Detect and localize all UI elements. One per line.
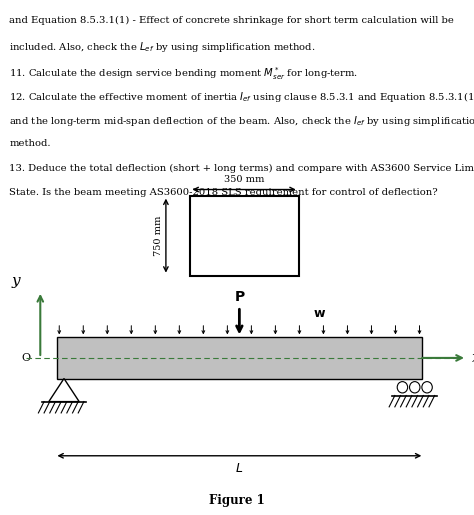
Text: method.: method. <box>9 139 51 148</box>
Text: 11. Calculate the design service bending moment $M^*_{ser}$ for long-term.: 11. Calculate the design service bending… <box>9 65 359 82</box>
Circle shape <box>397 382 408 393</box>
Text: included. Also, check the $L_{ef}$ by using simplification method.: included. Also, check the $L_{ef}$ by us… <box>9 40 316 54</box>
Bar <box>190 196 299 276</box>
Text: 13. Deduce the total deflection (short + long terms) and compare with AS3600 Ser: 13. Deduce the total deflection (short +… <box>9 164 474 173</box>
Text: State. Is the beam meeting AS3600-2018 SLS requirement for control of deflection: State. Is the beam meeting AS3600-2018 S… <box>9 188 438 197</box>
Text: 750 mm: 750 mm <box>155 215 163 256</box>
Text: 12. Calculate the effective moment of inertia $I_{ef}$ using clause 8.5.3.1 and : 12. Calculate the effective moment of in… <box>9 90 474 104</box>
Text: and the long-term mid-span deflection of the beam. Also, check the $I_{ef}$ by u: and the long-term mid-span deflection of… <box>9 114 474 128</box>
Bar <box>57 337 422 379</box>
Text: Figure 1: Figure 1 <box>209 494 265 507</box>
Circle shape <box>410 382 420 393</box>
Text: O: O <box>22 353 31 363</box>
Text: $L$: $L$ <box>235 462 244 475</box>
Polygon shape <box>49 379 79 402</box>
Circle shape <box>422 382 432 393</box>
Text: and Equation 8.5.3.1(1) - Effect of concrete shrinkage for short term calculatio: and Equation 8.5.3.1(1) - Effect of conc… <box>9 15 455 25</box>
Text: 350 mm: 350 mm <box>224 176 264 184</box>
Text: x: x <box>472 351 474 365</box>
Text: y: y <box>12 274 20 288</box>
Text: $\mathbf{P}$: $\mathbf{P}$ <box>234 290 245 304</box>
Text: $\mathbf{w}$: $\mathbf{w}$ <box>313 307 326 320</box>
